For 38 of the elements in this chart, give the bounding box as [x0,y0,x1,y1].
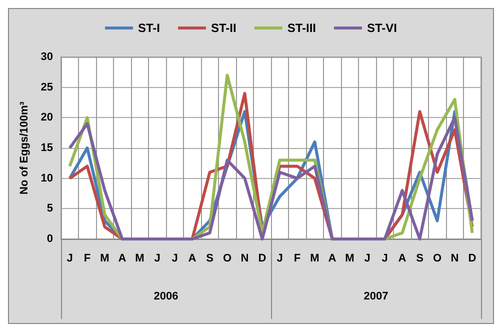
x-tick-label: N [240,252,249,264]
x-tick-label: J [276,252,283,264]
legend-label: ST-VI [367,21,398,35]
text: 2007 [364,290,388,302]
x-tick-label: A [118,252,126,264]
y-tick-label: 10 [40,172,53,184]
x-tick-label: J [66,252,73,264]
x-tick-label: D [468,252,476,264]
y-tick-label: 30 [40,51,53,63]
x-tick-label: S [416,252,424,264]
x-tick-label: F [84,252,91,264]
x-tick-label: J [382,252,388,264]
x-tick-label: J [172,252,178,264]
x-tick-label: M [310,252,320,264]
legend-label: ST-I [138,21,160,35]
x-tick-label: D [258,252,266,264]
x-tick-label: O [222,252,232,264]
x-tick-label: J [364,252,370,264]
y-tick-label: 15 [40,142,53,154]
y-tick-label: 0 [46,233,53,245]
y-tick-label: 20 [40,112,53,124]
y-axis-title: No of Eggs/100m³ [18,101,30,194]
x-tick-label: A [188,252,196,264]
x-tick-label: A [328,252,336,264]
x-tick-label: M [100,252,110,264]
text: 2006 [154,290,178,302]
x-tick-label: M [135,252,144,264]
x-tick-label: S [206,252,214,264]
x-tick-label: J [154,252,160,264]
y-tick-label: 25 [40,81,53,94]
x-tick-label: M [345,252,354,264]
y-tick-label: 5 [46,202,53,215]
x-tick-label: F [294,252,301,264]
legend-label: ST-II [210,21,236,35]
x-tick-label: N [450,252,459,264]
x-tick-label: O [432,252,442,264]
legend-label: ST-III [287,21,316,35]
x-tick-label: A [398,252,406,264]
